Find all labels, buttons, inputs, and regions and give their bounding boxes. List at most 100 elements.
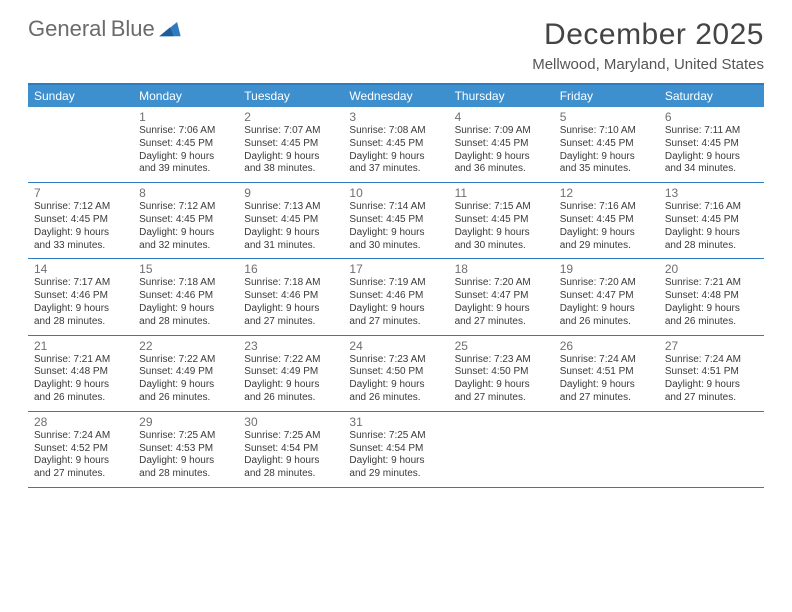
day-number: 16	[244, 262, 337, 276]
day-number: 29	[139, 415, 232, 429]
day-number: 11	[455, 186, 548, 200]
calendar-day-cell: 19Sunrise: 7:20 AMSunset: 4:47 PMDayligh…	[554, 259, 659, 334]
calendar-day-cell: 21Sunrise: 7:21 AMSunset: 4:48 PMDayligh…	[28, 336, 133, 411]
day-number: 14	[34, 262, 127, 276]
calendar-week-row: 14Sunrise: 7:17 AMSunset: 4:46 PMDayligh…	[28, 259, 764, 335]
day-number: 15	[139, 262, 232, 276]
calendar-day-cell	[449, 412, 554, 487]
calendar-day-cell: 27Sunrise: 7:24 AMSunset: 4:51 PMDayligh…	[659, 336, 764, 411]
day-number: 10	[349, 186, 442, 200]
day-info: Sunrise: 7:16 AMSunset: 4:45 PMDaylight:…	[665, 201, 758, 252]
day-info: Sunrise: 7:25 AMSunset: 4:54 PMDaylight:…	[244, 430, 337, 481]
calendar-day-cell: 3Sunrise: 7:08 AMSunset: 4:45 PMDaylight…	[343, 107, 448, 182]
day-number: 6	[665, 110, 758, 124]
day-number: 30	[244, 415, 337, 429]
day-info: Sunrise: 7:24 AMSunset: 4:51 PMDaylight:…	[665, 354, 758, 405]
day-info: Sunrise: 7:11 AMSunset: 4:45 PMDaylight:…	[665, 125, 758, 176]
calendar-day-cell: 28Sunrise: 7:24 AMSunset: 4:52 PMDayligh…	[28, 412, 133, 487]
logo: General Blue	[28, 18, 181, 41]
weekday-header: Saturday	[659, 85, 764, 107]
calendar-day-cell: 31Sunrise: 7:25 AMSunset: 4:54 PMDayligh…	[343, 412, 448, 487]
day-info: Sunrise: 7:16 AMSunset: 4:45 PMDaylight:…	[560, 201, 653, 252]
calendar-day-cell	[554, 412, 659, 487]
calendar-day-cell: 29Sunrise: 7:25 AMSunset: 4:53 PMDayligh…	[133, 412, 238, 487]
day-number: 27	[665, 339, 758, 353]
day-info: Sunrise: 7:10 AMSunset: 4:45 PMDaylight:…	[560, 125, 653, 176]
day-number: 18	[455, 262, 548, 276]
calendar-day-cell: 30Sunrise: 7:25 AMSunset: 4:54 PMDayligh…	[238, 412, 343, 487]
day-info: Sunrise: 7:14 AMSunset: 4:45 PMDaylight:…	[349, 201, 442, 252]
weekday-header: Sunday	[28, 85, 133, 107]
day-info: Sunrise: 7:07 AMSunset: 4:45 PMDaylight:…	[244, 125, 337, 176]
day-info: Sunrise: 7:22 AMSunset: 4:49 PMDaylight:…	[139, 354, 232, 405]
day-info: Sunrise: 7:08 AMSunset: 4:45 PMDaylight:…	[349, 125, 442, 176]
day-info: Sunrise: 7:12 AMSunset: 4:45 PMDaylight:…	[34, 201, 127, 252]
day-info: Sunrise: 7:23 AMSunset: 4:50 PMDaylight:…	[455, 354, 548, 405]
day-info: Sunrise: 7:06 AMSunset: 4:45 PMDaylight:…	[139, 125, 232, 176]
calendar-week-row: 7Sunrise: 7:12 AMSunset: 4:45 PMDaylight…	[28, 183, 764, 259]
day-info: Sunrise: 7:19 AMSunset: 4:46 PMDaylight:…	[349, 277, 442, 328]
weekday-header-row: Sunday Monday Tuesday Wednesday Thursday…	[28, 85, 764, 107]
day-info: Sunrise: 7:09 AMSunset: 4:45 PMDaylight:…	[455, 125, 548, 176]
day-info: Sunrise: 7:13 AMSunset: 4:45 PMDaylight:…	[244, 201, 337, 252]
day-number: 25	[455, 339, 548, 353]
day-info: Sunrise: 7:24 AMSunset: 4:51 PMDaylight:…	[560, 354, 653, 405]
day-info: Sunrise: 7:18 AMSunset: 4:46 PMDaylight:…	[244, 277, 337, 328]
weekday-header: Thursday	[449, 85, 554, 107]
day-number: 26	[560, 339, 653, 353]
calendar-day-cell: 9Sunrise: 7:13 AMSunset: 4:45 PMDaylight…	[238, 183, 343, 258]
day-number: 7	[34, 186, 127, 200]
day-number: 8	[139, 186, 232, 200]
calendar-day-cell: 11Sunrise: 7:15 AMSunset: 4:45 PMDayligh…	[449, 183, 554, 258]
weekday-header: Tuesday	[238, 85, 343, 107]
logo-text-blue: Blue	[111, 16, 155, 41]
day-number: 1	[139, 110, 232, 124]
day-number: 19	[560, 262, 653, 276]
calendar-day-cell: 4Sunrise: 7:09 AMSunset: 4:45 PMDaylight…	[449, 107, 554, 182]
day-number: 4	[455, 110, 548, 124]
day-number: 12	[560, 186, 653, 200]
day-number: 24	[349, 339, 442, 353]
day-info: Sunrise: 7:25 AMSunset: 4:54 PMDaylight:…	[349, 430, 442, 481]
calendar-day-cell: 16Sunrise: 7:18 AMSunset: 4:46 PMDayligh…	[238, 259, 343, 334]
weekday-header: Wednesday	[343, 85, 448, 107]
calendar-day-cell: 20Sunrise: 7:21 AMSunset: 4:48 PMDayligh…	[659, 259, 764, 334]
calendar-day-cell: 18Sunrise: 7:20 AMSunset: 4:47 PMDayligh…	[449, 259, 554, 334]
calendar-week-row: 1Sunrise: 7:06 AMSunset: 4:45 PMDaylight…	[28, 107, 764, 183]
calendar-day-cell: 23Sunrise: 7:22 AMSunset: 4:49 PMDayligh…	[238, 336, 343, 411]
calendar-day-cell: 7Sunrise: 7:12 AMSunset: 4:45 PMDaylight…	[28, 183, 133, 258]
calendar-day-cell: 17Sunrise: 7:19 AMSunset: 4:46 PMDayligh…	[343, 259, 448, 334]
day-info: Sunrise: 7:24 AMSunset: 4:52 PMDaylight:…	[34, 430, 127, 481]
day-info: Sunrise: 7:23 AMSunset: 4:50 PMDaylight:…	[349, 354, 442, 405]
logo-text-general: General	[28, 16, 106, 41]
weekday-header: Monday	[133, 85, 238, 107]
calendar-day-cell: 15Sunrise: 7:18 AMSunset: 4:46 PMDayligh…	[133, 259, 238, 334]
calendar-day-cell: 8Sunrise: 7:12 AMSunset: 4:45 PMDaylight…	[133, 183, 238, 258]
day-number: 22	[139, 339, 232, 353]
calendar-day-cell	[659, 412, 764, 487]
calendar-day-cell: 13Sunrise: 7:16 AMSunset: 4:45 PMDayligh…	[659, 183, 764, 258]
day-number: 21	[34, 339, 127, 353]
calendar-week-row: 21Sunrise: 7:21 AMSunset: 4:48 PMDayligh…	[28, 336, 764, 412]
calendar-day-cell: 2Sunrise: 7:07 AMSunset: 4:45 PMDaylight…	[238, 107, 343, 182]
calendar: Sunday Monday Tuesday Wednesday Thursday…	[28, 83, 764, 488]
weekday-header: Friday	[554, 85, 659, 107]
day-info: Sunrise: 7:20 AMSunset: 4:47 PMDaylight:…	[560, 277, 653, 328]
day-number: 13	[665, 186, 758, 200]
day-number: 23	[244, 339, 337, 353]
day-info: Sunrise: 7:15 AMSunset: 4:45 PMDaylight:…	[455, 201, 548, 252]
day-info: Sunrise: 7:17 AMSunset: 4:46 PMDaylight:…	[34, 277, 127, 328]
calendar-day-cell	[28, 107, 133, 182]
calendar-day-cell: 10Sunrise: 7:14 AMSunset: 4:45 PMDayligh…	[343, 183, 448, 258]
calendar-day-cell: 6Sunrise: 7:11 AMSunset: 4:45 PMDaylight…	[659, 107, 764, 182]
day-number: 20	[665, 262, 758, 276]
calendar-day-cell: 12Sunrise: 7:16 AMSunset: 4:45 PMDayligh…	[554, 183, 659, 258]
day-info: Sunrise: 7:21 AMSunset: 4:48 PMDaylight:…	[34, 354, 127, 405]
logo-sail-icon	[159, 22, 181, 38]
day-number: 17	[349, 262, 442, 276]
day-number: 2	[244, 110, 337, 124]
calendar-week-row: 28Sunrise: 7:24 AMSunset: 4:52 PMDayligh…	[28, 412, 764, 488]
day-number: 28	[34, 415, 127, 429]
location-text: Mellwood, Maryland, United States	[532, 56, 764, 73]
calendar-day-cell: 5Sunrise: 7:10 AMSunset: 4:45 PMDaylight…	[554, 107, 659, 182]
